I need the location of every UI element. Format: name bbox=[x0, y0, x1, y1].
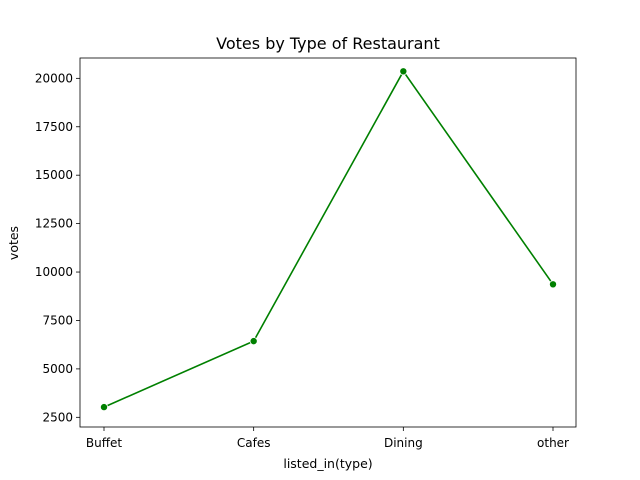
data-point bbox=[399, 67, 408, 76]
y-tick-label: 5000 bbox=[42, 362, 73, 376]
plot-frame bbox=[79, 57, 577, 428]
y-tick-label: 17500 bbox=[35, 120, 73, 134]
y-tick-label: 10000 bbox=[35, 265, 73, 279]
x-tick-label: other bbox=[537, 436, 569, 450]
x-tick-label: Buffet bbox=[86, 436, 122, 450]
y-tick-label: 7500 bbox=[42, 313, 73, 327]
y-axis-label: votes bbox=[6, 226, 21, 260]
data-point bbox=[549, 280, 558, 289]
y-tick-label: 20000 bbox=[35, 71, 73, 85]
x-tick-label: Dining bbox=[384, 436, 423, 450]
x-tick-label: Cafes bbox=[237, 436, 271, 450]
chart-title: Votes by Type of Restaurant bbox=[216, 34, 440, 53]
series-line bbox=[103, 69, 554, 408]
x-axis-label: listed_in(type) bbox=[283, 456, 372, 471]
data-point bbox=[249, 337, 258, 346]
plot-area: Buffet Cafes Dining other 2500 5000 7500 10000 1… bbox=[35, 57, 577, 450]
y-tick-label: 12500 bbox=[35, 217, 73, 231]
y-tick-label: 2500 bbox=[42, 410, 73, 424]
y-tick-label: 15000 bbox=[35, 168, 73, 182]
data-point bbox=[100, 403, 109, 412]
